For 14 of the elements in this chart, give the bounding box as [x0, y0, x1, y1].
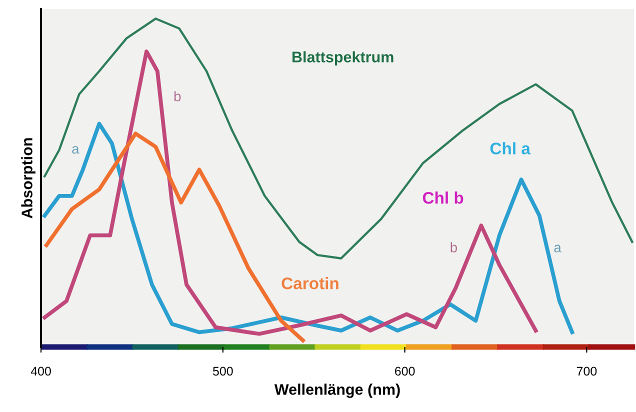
x-tick-label: 500 — [212, 366, 233, 376]
y-axis-title: Absorption — [21, 138, 36, 218]
annotation: Chl b — [422, 192, 464, 204]
annotation: Carotin — [282, 277, 338, 290]
annotation: b — [450, 242, 458, 252]
x-tick-label: 600 — [395, 366, 415, 376]
annotation: Chl a — [490, 142, 531, 154]
annotation: a — [72, 146, 80, 154]
annotation: a — [554, 244, 562, 252]
x-axis-title: Wellenlänge (nm) — [274, 384, 400, 398]
annotation: b — [174, 91, 181, 102]
x-tick-label: 400 — [30, 366, 51, 376]
annotation: Blattspektrum — [292, 51, 394, 66]
x-tick-label: 700 — [576, 366, 597, 376]
